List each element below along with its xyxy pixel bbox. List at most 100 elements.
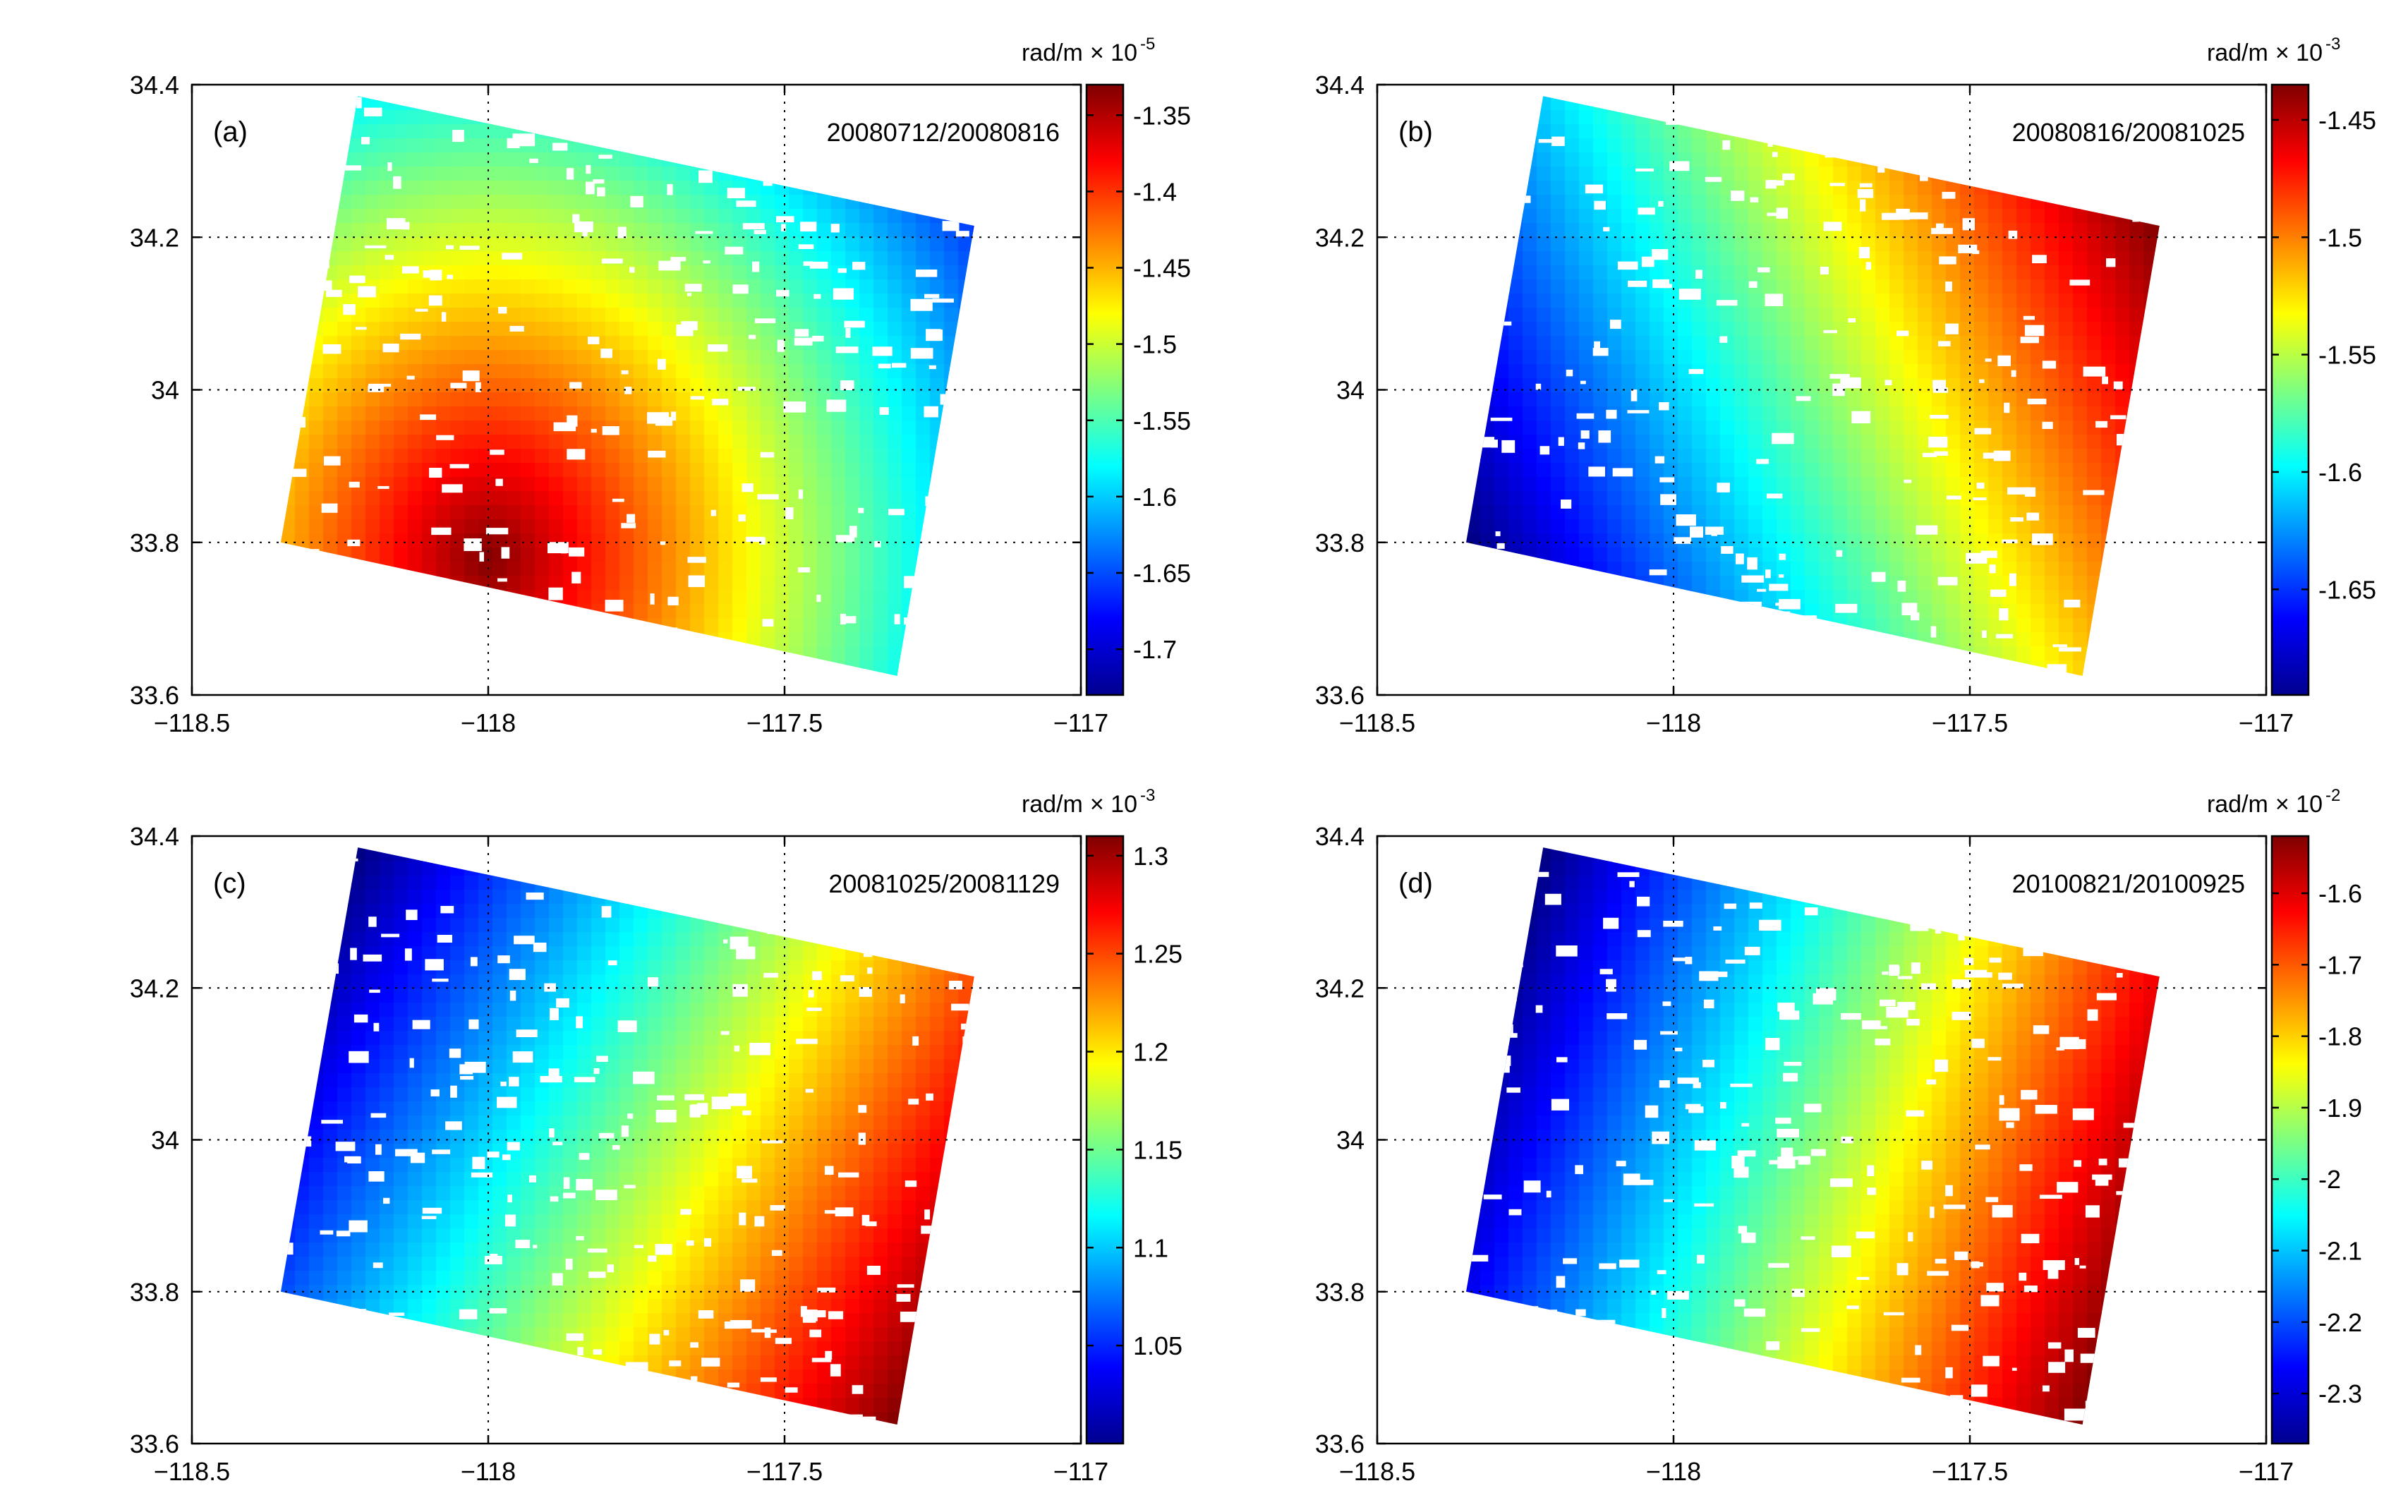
field-cell — [648, 138, 662, 153]
field-cell — [761, 392, 775, 407]
field-cell — [1692, 491, 1707, 506]
field-cell — [1762, 505, 1777, 520]
field-cell — [323, 435, 338, 449]
field-cell — [944, 533, 959, 548]
field-cell — [1791, 406, 1805, 421]
field-cell — [365, 167, 380, 181]
field-cell — [761, 167, 775, 181]
no-data-gap — [572, 214, 580, 224]
field-cell — [1635, 265, 1650, 280]
field-cell — [591, 449, 606, 464]
field-cell — [1904, 562, 1918, 576]
field-cell — [761, 364, 775, 379]
no-data-gap — [1871, 571, 1886, 582]
field-cell — [549, 96, 564, 111]
field-cell — [408, 449, 423, 464]
field-cell — [1494, 421, 1509, 435]
field-cell — [845, 562, 860, 576]
field-cell — [1847, 209, 1862, 224]
field-cell — [1551, 96, 1566, 111]
no-data-gap — [1628, 280, 1647, 287]
field-cell — [450, 847, 465, 862]
field-cell — [1889, 195, 1904, 210]
field-cell — [789, 223, 804, 238]
field-cell — [775, 632, 789, 647]
no-data-gap — [1779, 599, 1801, 610]
field-cell — [492, 322, 507, 337]
field-cell — [1960, 618, 1975, 633]
field-cell — [2016, 378, 2031, 393]
field-cell — [2073, 576, 2088, 591]
field-cell — [1537, 392, 1551, 407]
field-cell — [2129, 505, 2144, 520]
field-cell — [1734, 350, 1749, 365]
field-cell — [521, 336, 536, 351]
field-cell — [1537, 660, 1551, 675]
field-cell — [605, 392, 620, 407]
field-cell — [1748, 618, 1763, 633]
field-cell — [902, 847, 916, 862]
field-cell — [1932, 138, 1947, 153]
field-cell — [2016, 350, 2031, 365]
field-cell — [888, 435, 902, 449]
field-cell — [535, 96, 550, 111]
field-cell — [1635, 491, 1650, 506]
field-cell — [831, 167, 846, 181]
field-cell — [1889, 124, 1904, 139]
field-cell — [648, 477, 662, 492]
field-cell — [281, 618, 296, 633]
field-cell — [1819, 237, 1834, 252]
field-cell — [2115, 505, 2130, 520]
no-data-gap — [586, 181, 595, 195]
field-cell — [634, 350, 648, 365]
field-cell — [295, 167, 310, 181]
field-cell — [2101, 632, 2116, 647]
field-cell — [295, 251, 310, 266]
field-cell — [817, 562, 832, 576]
field-cell — [1946, 477, 1961, 492]
field-cell — [1946, 435, 1961, 449]
field-cell — [2059, 336, 2074, 351]
field-cell — [605, 646, 620, 661]
no-data-gap — [684, 128, 694, 141]
field-cell — [859, 604, 874, 619]
field-cell — [591, 519, 606, 534]
colorbar-tick-label: -1.65 — [2318, 575, 2376, 604]
no-data-gap — [2156, 503, 2160, 516]
field-cell — [873, 590, 888, 605]
field-cell — [803, 110, 818, 125]
field-cell — [958, 505, 973, 520]
field-cell — [323, 195, 338, 210]
field-cell — [1762, 463, 1777, 478]
field-cell — [817, 618, 832, 633]
field-cell — [1621, 181, 1636, 195]
field-cell — [676, 675, 691, 676]
field-cell — [2002, 152, 2017, 167]
field-cell — [1650, 632, 1664, 647]
field-cell — [2158, 392, 2160, 407]
field-cell — [1494, 576, 1509, 591]
field-cell — [1593, 505, 1608, 520]
field-cell — [563, 110, 578, 125]
field-cell — [2158, 646, 2160, 661]
field-cell — [930, 237, 945, 252]
field-cell — [873, 576, 888, 591]
field-cell — [1593, 675, 1608, 676]
field-cell — [859, 449, 874, 464]
field-cell — [365, 505, 380, 520]
field-cell — [1791, 294, 1805, 308]
field-cell — [450, 876, 465, 890]
field-cell — [930, 463, 945, 478]
no-data-gap — [2148, 632, 2160, 641]
field-cell — [1819, 336, 1834, 351]
colorbar — [1087, 85, 1123, 695]
no-data-gap — [1585, 184, 1604, 194]
field-cell — [1593, 646, 1608, 661]
field-cell — [535, 847, 550, 862]
no-data-gap — [512, 133, 536, 147]
field-cell — [1720, 632, 1735, 647]
field-cell — [507, 876, 521, 890]
field-cell — [591, 562, 606, 576]
field-cell — [1847, 110, 1862, 125]
field-cell — [1720, 124, 1735, 139]
